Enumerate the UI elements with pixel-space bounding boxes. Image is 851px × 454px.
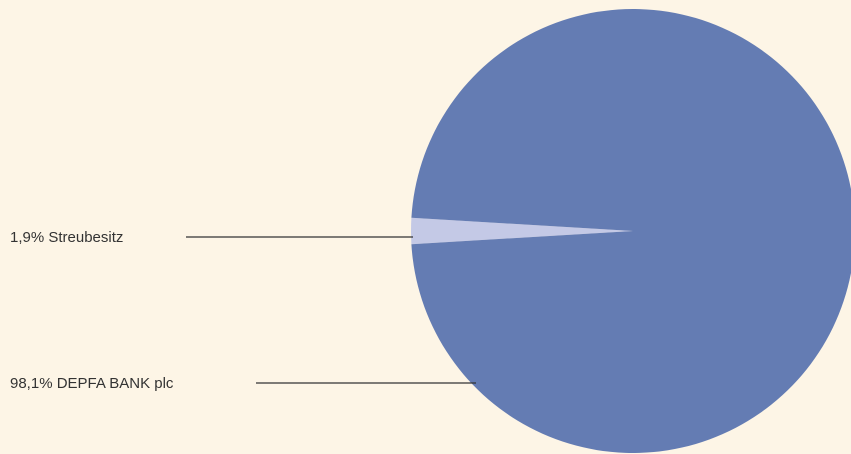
pie-slice-streubesitz bbox=[410, 217, 633, 245]
slice-label-depfa-bank: 98,1% DEPFA BANK plc bbox=[10, 375, 174, 392]
pie-slices bbox=[410, 9, 851, 453]
pie-slice-depfa-bank bbox=[411, 9, 851, 453]
slice-label-streubesitz: 1,9% Streubesitz bbox=[10, 229, 123, 246]
